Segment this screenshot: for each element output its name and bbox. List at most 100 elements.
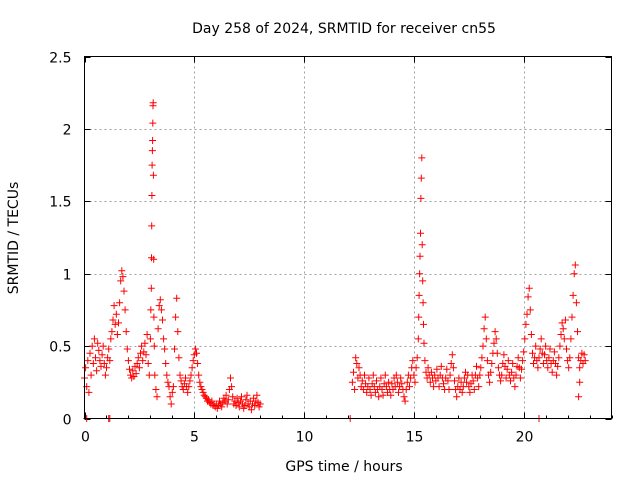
chart-title: Day 258 of 2024, SRMTID for receiver cn5… (192, 21, 496, 37)
data-point (494, 364, 502, 372)
data-point (135, 364, 143, 372)
data-point (150, 313, 158, 321)
data-point (487, 368, 495, 376)
data-point (476, 371, 484, 379)
data-point (179, 386, 187, 393)
data-point (201, 393, 209, 401)
data-point (168, 388, 176, 396)
data-point (581, 357, 589, 365)
data-point (570, 270, 578, 278)
data-point (149, 137, 157, 144)
data-point (475, 383, 483, 391)
data-point (414, 335, 422, 343)
data-point (123, 345, 131, 353)
data-point (229, 393, 237, 401)
data-point (352, 354, 360, 362)
data-point (193, 349, 200, 357)
x-tick-label: 5 (190, 430, 199, 446)
data-point (500, 351, 508, 359)
data-point (156, 296, 164, 304)
data-point (556, 342, 564, 350)
data-point (120, 287, 128, 295)
data-point (184, 388, 192, 396)
data-point (541, 351, 548, 359)
data-point (238, 393, 245, 401)
data-point (147, 306, 155, 314)
data-point (144, 360, 152, 367)
data-point (240, 404, 248, 412)
data-point (151, 371, 159, 379)
data-point (545, 354, 553, 362)
data-point (166, 393, 174, 401)
data-point (417, 194, 425, 202)
data-point (132, 370, 140, 378)
data-point (85, 388, 93, 396)
data-point (435, 383, 443, 391)
data-point (497, 377, 505, 385)
data-point (469, 377, 477, 385)
plot-frame (84, 56, 612, 419)
data-point (508, 368, 516, 376)
data-point (419, 277, 427, 285)
data-point (507, 377, 514, 385)
data-point (124, 357, 132, 365)
data-point (397, 374, 405, 382)
data-point (189, 357, 197, 365)
data-point (449, 364, 457, 372)
data-point (256, 400, 264, 408)
data-point (478, 354, 486, 362)
data-point (122, 328, 130, 336)
data-point (154, 325, 162, 333)
data-point (99, 342, 107, 350)
data-point (424, 364, 432, 372)
data-point (359, 386, 367, 393)
data-point (197, 383, 205, 391)
data-point (522, 320, 530, 328)
data-point (532, 342, 540, 350)
data-point (420, 320, 427, 328)
data-point (504, 357, 512, 365)
data-point (159, 316, 166, 324)
data-point (415, 313, 423, 321)
data-point (392, 371, 400, 379)
data-point (172, 313, 180, 321)
data-point (419, 299, 427, 307)
data-point (417, 174, 425, 182)
data-point (150, 255, 158, 263)
y-tick-label: 0 (63, 413, 72, 429)
data-point (175, 354, 183, 362)
data-point (480, 325, 488, 333)
data-point (95, 346, 103, 354)
data-point (514, 354, 522, 362)
data-point (171, 345, 178, 353)
data-point (493, 349, 501, 357)
data-point (351, 386, 359, 393)
data-point (574, 328, 581, 336)
data-point (194, 360, 202, 367)
data-point (167, 400, 175, 408)
data-point (101, 371, 109, 379)
data-point (557, 331, 565, 338)
data-point (398, 380, 406, 388)
data-point (460, 374, 468, 382)
data-point (186, 377, 194, 385)
data-point (106, 357, 114, 365)
data-point (411, 378, 419, 386)
data-point (503, 365, 511, 373)
data-point (555, 354, 563, 362)
y-tick-label: 2.5 (49, 51, 71, 67)
data-point (218, 403, 226, 411)
data-point (440, 380, 447, 388)
y-tick-label: 1 (63, 268, 72, 284)
data-point (163, 371, 171, 379)
data-point (241, 402, 249, 409)
data-point (445, 386, 453, 393)
data-point (353, 360, 361, 367)
data-point (453, 393, 461, 401)
data-point (536, 345, 544, 353)
data-point (482, 335, 490, 343)
data-point (150, 342, 158, 350)
data-point (187, 371, 195, 379)
data-point (375, 393, 383, 401)
data-point (113, 331, 121, 338)
